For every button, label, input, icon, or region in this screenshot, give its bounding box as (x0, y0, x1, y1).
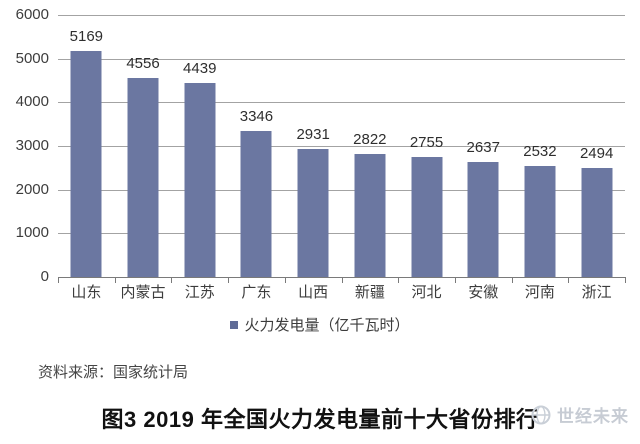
x-axis-tick (511, 277, 513, 283)
y-tick-label: 4000 (15, 93, 49, 111)
x-category-label: 新疆 (354, 284, 385, 301)
x-category-label: 河北 (411, 284, 442, 301)
x-axis-tick (171, 277, 173, 283)
x-axis-tick (454, 277, 456, 283)
gridline-4000 (58, 102, 625, 104)
x-axis-labels: 山东 内蒙古 江苏 广东 山西 新疆 河北 安徽 河南 浙江 (58, 284, 625, 304)
gridline-2000 (58, 189, 625, 191)
bar-value-label: 2494 (579, 145, 614, 163)
bar-slot-河南: 2532 (512, 15, 569, 277)
y-tick-label: 1000 (15, 224, 49, 242)
bar-slot-新疆: 2822 (342, 15, 399, 277)
bar-安徽 (467, 161, 499, 277)
bar-山东 (70, 51, 102, 277)
bar-浙江 (581, 168, 613, 277)
bar-slot-浙江: 2494 (568, 15, 625, 277)
legend-marker (230, 320, 239, 329)
gridline-6000 (58, 15, 625, 16)
x-axis-tick (284, 277, 286, 283)
bar-value-label: 2931 (296, 126, 330, 144)
bar-value-label: 4556 (126, 55, 160, 73)
bar-value-label: 2755 (409, 133, 444, 151)
y-tick-label: 5000 (15, 49, 49, 67)
x-category-label: 山西 (298, 284, 329, 301)
x-category-label: 内蒙古 (120, 284, 166, 301)
bar-slot-广东: 3346 (228, 15, 285, 277)
gridline-3000 (58, 146, 625, 147)
bar-value-label: 2822 (353, 130, 387, 148)
bar-slot-山东: 5169 (58, 15, 115, 277)
bar-内蒙古 (127, 78, 159, 277)
x-axis-tick (625, 277, 626, 283)
bar-value-label: 2532 (523, 143, 557, 161)
x-category-label: 浙江 (581, 284, 612, 301)
bar-slot-内蒙古: 4556 (115, 15, 172, 277)
bar-value-label: 3346 (239, 107, 274, 125)
bar-slot-安徽: 2637 (455, 15, 512, 277)
x-category-label: 山东 (71, 284, 102, 301)
watermark-text: 世经未来 (557, 407, 629, 426)
x-category-label: 江苏 (184, 284, 215, 301)
bar-value-label: 2637 (466, 138, 500, 156)
bar-value-label: 5169 (69, 28, 104, 46)
gridline-1000 (58, 233, 625, 235)
bar-河北 (411, 156, 443, 277)
bar-slot-河北: 2755 (398, 15, 455, 277)
y-tick-label: 6000 (15, 6, 49, 23)
y-tick-label: 3000 (15, 137, 49, 154)
legend-label: 火力发电量（亿千瓦时） (244, 317, 410, 334)
x-axis-tick (228, 277, 230, 283)
gridline-5000 (58, 58, 625, 60)
y-tick-label: 2000 (15, 180, 49, 198)
y-tick-label: 0 (40, 268, 49, 285)
bar-slot-山西: 2931 (285, 15, 342, 277)
source-note: 资料来源：国家统计局 (38, 364, 189, 381)
bar-河南 (524, 166, 556, 277)
x-axis-tick (398, 277, 400, 283)
plot-area: 0 1000 2000 3000 4000 5000 6000 5169 4556 4439 334… (16, 7, 626, 285)
bar-江苏 (184, 83, 216, 277)
x-category-label: 安徽 (468, 284, 499, 301)
x-category-label: 广东 (241, 284, 272, 301)
bar-山西 (297, 149, 329, 277)
x-axis-tick (568, 277, 570, 283)
bar-value-label: 4439 (183, 60, 217, 78)
x-category-label: 河南 (524, 284, 555, 301)
bar-新疆 (354, 153, 386, 277)
watermark: 世经未来 (530, 402, 629, 427)
x-axis-tick (114, 277, 116, 283)
legend: 火力发电量（亿千瓦时） (0, 314, 640, 335)
x-axis-tick (341, 277, 343, 283)
figure-caption: 图3 2019 年全国火力发电量前十大省份排行 (101, 407, 539, 432)
x-axis-tick (58, 277, 59, 283)
bar-广东 (240, 130, 272, 277)
globe-logo-icon (531, 405, 551, 424)
bar-slot-江苏: 4439 (171, 15, 228, 277)
